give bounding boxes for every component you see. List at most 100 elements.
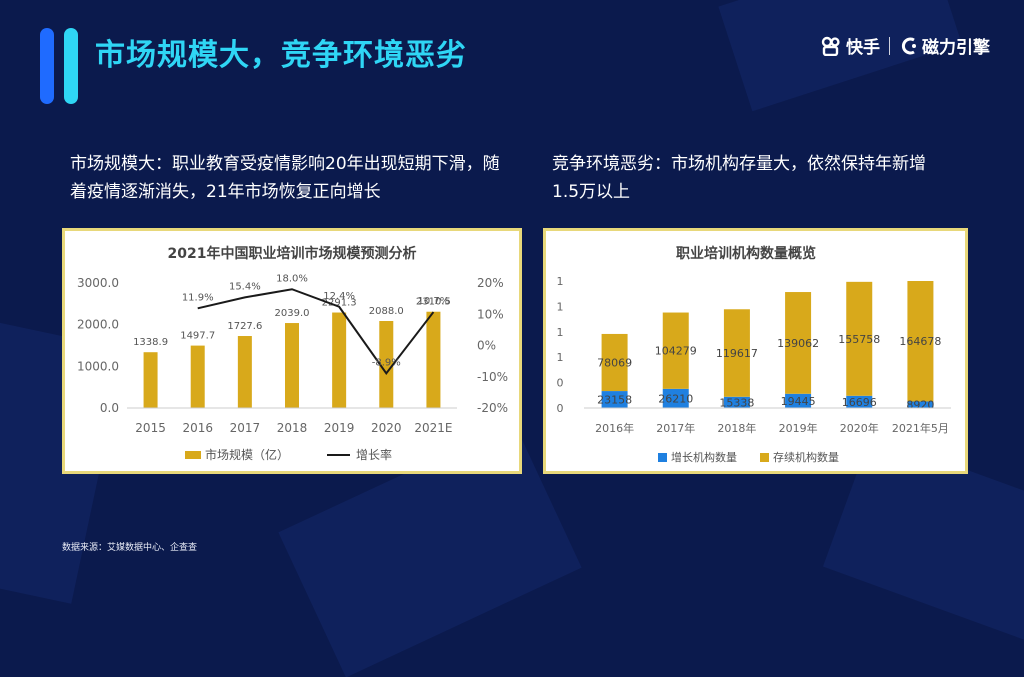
institution-count-chart-panel: 职业培训机构数量概览 1 1 1 1 0 0 78069 23158 2016年 104279 262… — [543, 228, 968, 474]
right-description: 竞争环境恶劣：市场机构存量大，依然保持年新增 1.5万以上 — [552, 150, 926, 206]
growth-count-label: 8920 — [906, 399, 934, 412]
y-axis-tick-label: 3000.0 — [77, 276, 119, 290]
left-description: 市场规模大：职业教育受疫情影响20年出现短期下滑，随 着疫情逐渐消失，21年市场… — [70, 150, 500, 206]
y2-axis-tick-label: 0% — [477, 339, 496, 353]
x-axis-tick-label: 2019 — [324, 421, 355, 435]
x-axis-tick-label: 2016 — [182, 421, 213, 435]
x-axis-tick-label: 2017 — [230, 421, 261, 435]
growth-count-bar — [846, 395, 873, 408]
growth-rate-label: 15.4% — [229, 281, 261, 292]
x-axis-tick-label: 2018 — [277, 421, 308, 435]
existing-count-bar — [907, 281, 934, 402]
x-axis-tick-label: 2015 — [135, 421, 166, 435]
existing-count-bar — [662, 312, 689, 389]
y2-axis-tick-label: 20% — [477, 276, 504, 290]
market-size-bar — [190, 345, 205, 408]
y2-axis-tick-label: -10% — [477, 370, 508, 384]
market-size-bar — [332, 312, 347, 408]
bar-value-label: 1338.9 — [133, 337, 168, 348]
growth-count-bar — [723, 396, 750, 408]
y-axis-tick-label: 0.0 — [100, 401, 119, 415]
growth-count-bar — [662, 388, 689, 408]
chart1-title: 2021年中国职业培训市场规模预测分析 — [168, 245, 417, 262]
existing-count-label: 139062 — [777, 337, 819, 350]
bar-value-label: 2088.0 — [369, 306, 404, 317]
market-size-bar — [143, 352, 158, 408]
x-axis-tick-label: 2019年 — [779, 421, 818, 435]
y-axis-tick-label: 2000.0 — [77, 318, 119, 332]
x-axis-tick-label: 2020年 — [840, 421, 879, 435]
existing-count-label: 155758 — [838, 333, 880, 346]
right-description-line2: 1.5万以上 — [552, 182, 631, 202]
y-axis-tick-label: 0 — [557, 377, 564, 390]
legend-label-market-size: 市场规模（亿） — [205, 447, 289, 462]
accent-bar-right — [64, 28, 78, 104]
bar-value-label: 2310.5 — [416, 297, 451, 308]
market-size-bar — [379, 321, 394, 408]
growth-rate-label: 18.0% — [276, 273, 308, 284]
growth-count-bar — [601, 391, 628, 408]
right-description-line1: 竞争环境恶劣：市场机构存量大，依然保持年新增 — [552, 154, 926, 174]
growth-rate-label: 10.7% — [418, 296, 450, 307]
left-description-line1: 市场规模大：职业教育受疫情影响20年出现短期下滑，随 — [70, 154, 500, 174]
legend-label-growth-count: 增长机构数量 — [671, 450, 737, 464]
growth-count-label: 23158 — [597, 394, 632, 407]
y-axis-tick-label: 1 — [557, 351, 564, 364]
growth-rate-line — [197, 288, 435, 375]
bar-value-label: 2039.0 — [275, 308, 310, 319]
x-axis-tick-label: 2020 — [371, 421, 402, 435]
existing-count-bar — [846, 281, 873, 396]
bar-value-label: 1727.6 — [227, 321, 262, 332]
existing-count-label: 104279 — [655, 345, 697, 358]
existing-count-bar — [785, 292, 812, 394]
data-source-note: 数据来源：艾媒数据中心、企查查 — [62, 543, 198, 553]
existing-count-label: 164678 — [899, 335, 941, 348]
growth-count-label: 16696 — [842, 396, 877, 409]
chart2-title: 职业培训机构数量概览 — [676, 245, 816, 262]
market-size-bar — [426, 311, 441, 408]
market-size-chart-panel: 2021年中国职业培训市场规模预测分析 0.0 1000.0 2000.0 3000.0… — [62, 228, 522, 474]
brand-engine-label: 磁力引擎 — [922, 38, 990, 58]
growth-count-label: 19445 — [781, 395, 816, 408]
legend-label-growth-rate: 增长率 — [356, 447, 392, 462]
legend-swatch-market-size — [185, 451, 201, 459]
market-size-bar — [285, 323, 299, 408]
x-axis-tick-label: 2017年 — [656, 421, 695, 435]
legend-swatch-existing-count — [760, 453, 769, 462]
y-axis-tick-label: 1 — [557, 326, 564, 339]
existing-count-bar — [601, 333, 628, 392]
legend-label-existing-count: 存续机构数量 — [773, 450, 839, 464]
magnet-engine-logo-icon — [901, 37, 916, 54]
x-axis-tick-label: 2021E — [414, 421, 452, 435]
existing-count-label: 119617 — [716, 347, 758, 360]
growth-rate-label: -8.9% — [372, 357, 401, 368]
growth-rate-label: 11.9% — [182, 292, 214, 303]
bar-value-label: 2291.3 — [322, 298, 357, 309]
institution-count-chart: 职业培训机构数量概览 1 1 1 1 0 0 78069 23158 2016年 104279 262… — [557, 245, 951, 464]
growth-rate-label: 12.4% — [323, 291, 355, 302]
y-axis-tick-label: 0 — [557, 402, 564, 415]
y-axis-tick-label: 1 — [557, 275, 564, 288]
market-size-bar — [237, 336, 252, 408]
brand-logos: 快手 磁力引擎 — [821, 33, 990, 58]
growth-count-label: 15338 — [719, 396, 754, 409]
page-title: 市场规模大，竞争环境恶劣 — [95, 38, 467, 73]
growth-count-bar — [785, 393, 812, 408]
y2-axis-tick-label: 10% — [477, 307, 504, 321]
brand-divider — [889, 36, 890, 55]
growth-count-label: 26210 — [658, 392, 693, 405]
kuaishou-logo-icon — [821, 36, 840, 56]
y-axis-tick-label: 1000.0 — [77, 359, 119, 373]
y-axis-tick-label: 1 — [557, 300, 564, 313]
bar-value-label: 1497.7 — [180, 331, 215, 342]
accent-bar-left — [40, 28, 54, 104]
y2-axis-tick-label: -20% — [477, 401, 508, 415]
x-axis-tick-label: 2018年 — [717, 421, 756, 435]
brand-kuaishou-label: 快手 — [846, 38, 880, 58]
left-description-line2: 着疫情逐渐消失，21年市场恢复正向增长 — [70, 182, 381, 202]
x-axis-tick-label: 2021年5月 — [892, 421, 949, 435]
legend-swatch-growth-count — [658, 453, 667, 462]
x-axis-tick-label: 2016年 — [595, 421, 634, 435]
existing-count-bar — [723, 309, 750, 397]
market-size-chart: 2021年中国职业培训市场规模预测分析 0.0 1000.0 2000.0 3000.0… — [77, 245, 508, 462]
